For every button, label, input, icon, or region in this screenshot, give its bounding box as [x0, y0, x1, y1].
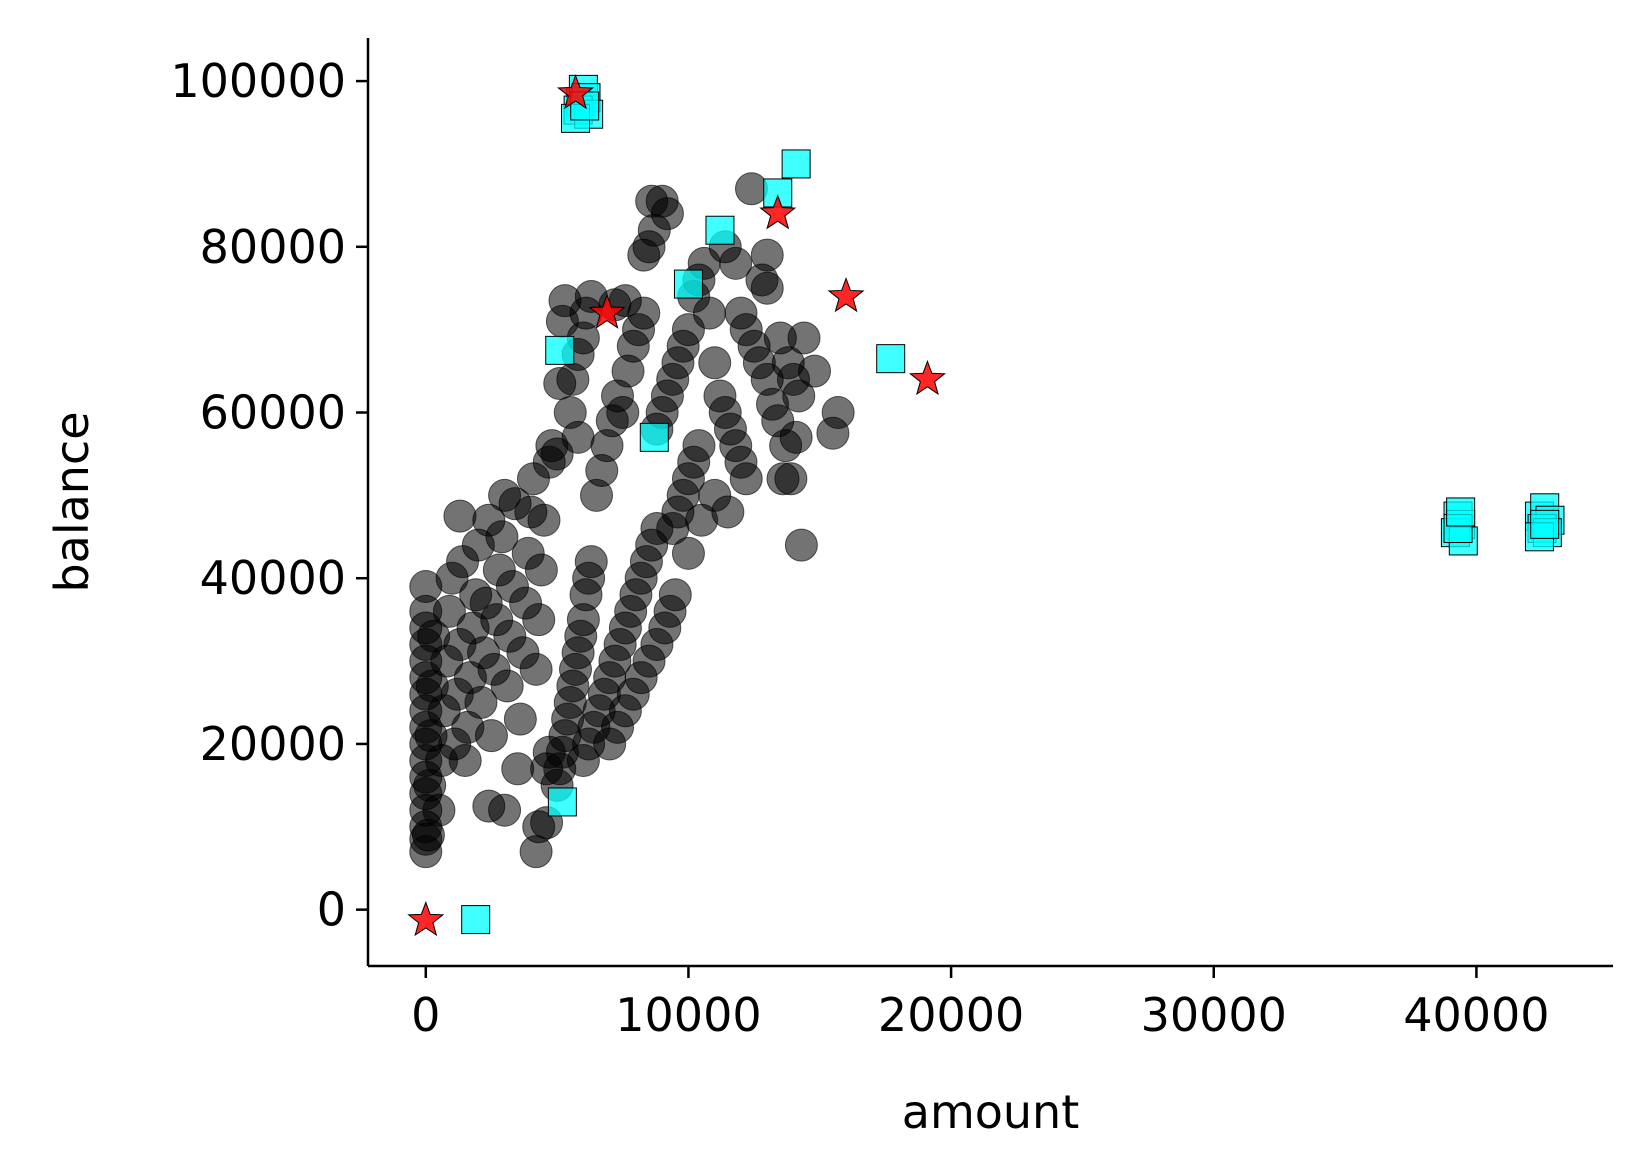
circle-point — [574, 545, 608, 579]
axes — [366, 38, 1613, 968]
x-tick-label: 10000 — [615, 988, 761, 1042]
circle-point — [522, 603, 556, 637]
circle-point — [671, 536, 705, 570]
circle-point — [501, 752, 535, 786]
y-tick-label: 0 — [317, 883, 346, 937]
square-point — [673, 269, 703, 299]
y-tick-label: 80000 — [200, 220, 346, 274]
circle-point — [503, 702, 537, 736]
circle-point — [606, 396, 640, 430]
y-axis-ticks: 0 20000 40000 60000 80000 100000 — [170, 54, 368, 937]
star-point — [407, 900, 445, 937]
y-tick-label: 100000 — [170, 54, 346, 108]
circle-point — [774, 462, 808, 496]
circle-point — [750, 238, 784, 272]
circle-point — [692, 296, 726, 330]
square-point — [461, 905, 491, 935]
plot-area — [407, 74, 1565, 937]
circle-point — [782, 379, 816, 413]
circle-point — [448, 744, 482, 778]
x-tick-label: 30000 — [1141, 988, 1287, 1042]
circle-point — [682, 429, 716, 463]
circle-point — [750, 271, 784, 305]
circle-point — [798, 354, 832, 388]
circle-point — [734, 172, 768, 206]
circle-point — [821, 396, 855, 430]
circle-point — [485, 520, 519, 554]
square-point — [705, 215, 735, 245]
square-point — [876, 344, 906, 374]
x-axis-ticks: 0 10000 20000 30000 40000 — [411, 966, 1550, 1042]
y-tick-label: 60000 — [200, 386, 346, 440]
circle-point — [561, 420, 595, 454]
star-point — [908, 359, 946, 396]
circle-point — [650, 197, 684, 231]
square-point — [639, 422, 669, 452]
x-tick-label: 0 — [411, 988, 440, 1042]
circle-point — [729, 462, 763, 496]
y-axis-title: balance — [45, 411, 99, 592]
square-point — [1446, 497, 1476, 527]
circle-point — [519, 652, 553, 686]
square-point — [547, 787, 577, 817]
circle-point — [422, 793, 456, 827]
circle-point — [787, 321, 821, 355]
circle-point — [474, 719, 508, 753]
circle-point — [432, 594, 466, 628]
circle-point — [527, 503, 561, 537]
circle-point — [443, 499, 477, 533]
circle-point — [658, 578, 692, 612]
circle-point — [711, 495, 745, 529]
circle-point — [779, 420, 813, 454]
square-point — [1530, 509, 1560, 539]
star-point — [759, 194, 797, 230]
circle-point — [698, 346, 732, 380]
x-axis-title: amount — [902, 1085, 1080, 1139]
star-point — [827, 277, 865, 313]
y-tick-label: 40000 — [200, 551, 346, 605]
circle-point — [524, 553, 558, 587]
circle-point — [488, 793, 522, 827]
star-point — [557, 74, 594, 110]
star-point — [588, 293, 626, 329]
circle-point — [490, 669, 524, 703]
circle-point — [784, 528, 818, 562]
x-tick-label: 20000 — [878, 988, 1024, 1042]
square-point — [545, 335, 575, 365]
x-tick-label: 40000 — [1403, 988, 1549, 1042]
circle-point — [719, 246, 753, 280]
circle-point — [464, 686, 498, 720]
y-tick-label: 20000 — [200, 717, 346, 771]
square-point — [781, 149, 811, 179]
